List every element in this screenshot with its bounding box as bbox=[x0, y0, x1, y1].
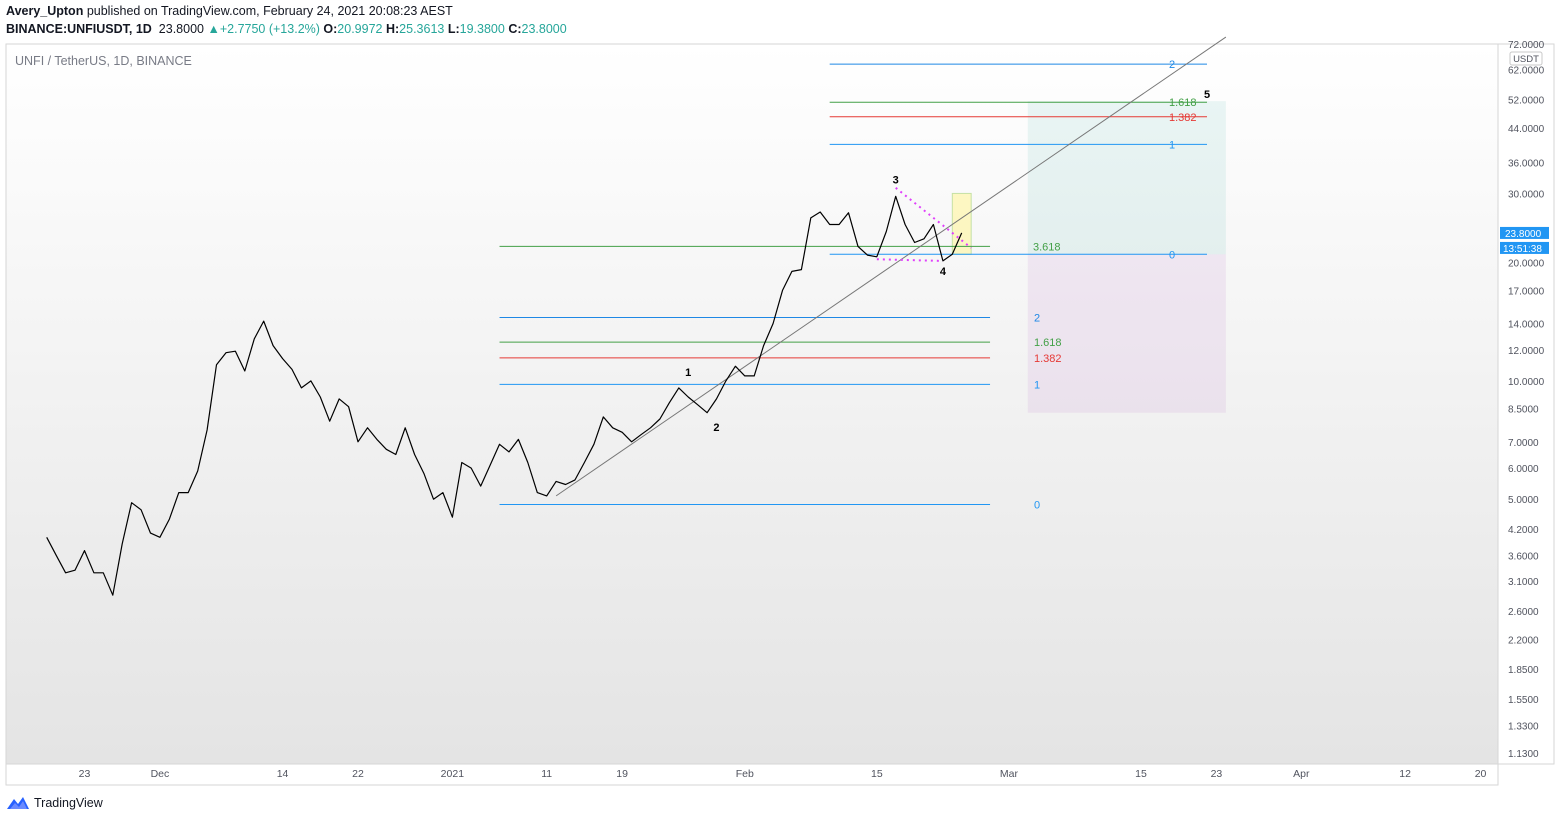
trendline bbox=[555, 36, 1227, 497]
time-axis[interactable] bbox=[5, 763, 1499, 786]
y-tick-label: 5.0000 bbox=[1508, 495, 1539, 506]
open-key: O: bbox=[323, 22, 338, 36]
x-tick-label: 15 bbox=[871, 768, 883, 780]
extension-level-label: 3.618 bbox=[1033, 241, 1061, 253]
triangle-upper-line bbox=[895, 187, 972, 249]
y-tick-label: 36.0000 bbox=[1508, 158, 1545, 169]
x-tick-label: 2021 bbox=[441, 768, 465, 780]
currency-label: USDT bbox=[1513, 54, 1539, 65]
x-tick-label: Feb bbox=[736, 768, 754, 780]
brand-name: TradingView bbox=[34, 796, 103, 810]
fib-lower-level-label: 2 bbox=[1034, 313, 1040, 325]
x-tick-label: Mar bbox=[1000, 768, 1019, 780]
x-tick-label: 11 bbox=[541, 768, 552, 780]
y-tick-label: 3.1000 bbox=[1508, 577, 1539, 588]
high-value: 25.3613 bbox=[399, 22, 445, 36]
fib-upper-level-label: 1.618 bbox=[1169, 97, 1197, 109]
last-price: 23.8000 bbox=[158, 22, 204, 36]
chart-pane[interactable] bbox=[5, 43, 1499, 765]
y-tick-label: 6.0000 bbox=[1508, 464, 1539, 475]
close-value: 23.8000 bbox=[521, 22, 567, 36]
y-tick-label: 1.3300 bbox=[1508, 721, 1539, 732]
published-text: published on TradingView.com, February 2… bbox=[86, 4, 453, 18]
low-value: 19.3800 bbox=[459, 22, 505, 36]
countdown-label: 13:51:38 bbox=[1503, 244, 1542, 255]
y-tick-label: 2.2000 bbox=[1508, 635, 1539, 646]
last-price-label: 23.8000 bbox=[1505, 229, 1542, 240]
fib-lower-level-label: 0 bbox=[1034, 499, 1040, 511]
publish-info: Avery_Upton published on TradingView.com… bbox=[6, 4, 453, 18]
y-tick-label: 44.0000 bbox=[1508, 124, 1545, 135]
symbol-label: BINANCE:UNFIUSDT, 1D bbox=[6, 22, 152, 36]
y-tick-label: 72.0000 bbox=[1508, 40, 1545, 51]
y-tick-label: 3.6000 bbox=[1508, 551, 1539, 562]
y-tick-label: 62.0000 bbox=[1508, 66, 1545, 77]
x-tick-label: Apr bbox=[1293, 768, 1310, 780]
target-zone-profit bbox=[1027, 101, 1226, 255]
y-tick-label: 1.1300 bbox=[1508, 749, 1539, 760]
y-tick-label: 20.0000 bbox=[1508, 259, 1545, 270]
last-price-marker bbox=[1500, 226, 1549, 239]
symbol-ohlc-line: BINANCE:UNFIUSDT, 1D 23.8000 ▲+2.7750 (+… bbox=[6, 22, 567, 36]
y-tick-label: 4.2000 bbox=[1508, 525, 1539, 536]
x-tick-label: 23 bbox=[1211, 768, 1223, 780]
fib-upper-level-label: 2 bbox=[1169, 59, 1175, 71]
highlight-box bbox=[951, 192, 972, 255]
y-tick-label: 52.0000 bbox=[1508, 96, 1545, 107]
open-value: 20.9972 bbox=[337, 22, 383, 36]
wave-label: 2 bbox=[713, 422, 719, 434]
x-tick-label: 20 bbox=[1475, 768, 1487, 780]
x-tick-label: 22 bbox=[352, 768, 364, 780]
x-tick-label: 14 bbox=[277, 768, 289, 780]
x-tick-label: Dec bbox=[151, 768, 170, 780]
wave-label: 1 bbox=[685, 367, 691, 379]
target-zone-loss bbox=[1027, 254, 1226, 413]
x-tick-label: 19 bbox=[616, 768, 628, 780]
price-change: +2.7750 (+13.2%) bbox=[219, 22, 320, 36]
triangle-lower-line bbox=[876, 258, 943, 262]
tradingview-logo-icon bbox=[7, 797, 29, 809]
x-tick-label: 23 bbox=[79, 768, 91, 780]
price-axis[interactable] bbox=[1497, 43, 1555, 765]
wave-label: 3 bbox=[893, 174, 899, 186]
x-tick-label: 15 bbox=[1135, 768, 1147, 780]
y-tick-label: 14.0000 bbox=[1508, 320, 1545, 331]
y-tick-label: 8.5000 bbox=[1508, 405, 1539, 416]
fib-upper-level-label: 1.382 bbox=[1169, 112, 1197, 124]
fib-upper-level-label: 0 bbox=[1169, 249, 1175, 261]
fib-lower-level-label: 1.618 bbox=[1034, 337, 1062, 349]
wave-label: 5 bbox=[1204, 89, 1210, 101]
high-key: H: bbox=[385, 22, 400, 36]
y-tick-label: 17.0000 bbox=[1508, 286, 1545, 297]
ohlc-values: O:20.9972 H:25.3613 L:19.3800 C:23.8000 bbox=[323, 22, 566, 36]
x-tick-label: 12 bbox=[1399, 768, 1411, 780]
price-line bbox=[46, 195, 963, 596]
fib-lower-level-label: 1 bbox=[1034, 379, 1040, 391]
change-up-icon: ▲ bbox=[207, 22, 220, 36]
y-tick-label: 1.8500 bbox=[1508, 665, 1539, 676]
chart-title: UNFI / TetherUS, 1D, BINANCE bbox=[15, 54, 192, 68]
y-tick-label: 7.0000 bbox=[1508, 438, 1539, 449]
y-tick-label: 1.5500 bbox=[1508, 695, 1539, 706]
footer-brand[interactable]: TradingView bbox=[6, 795, 103, 811]
fib-upper-level-label: 1 bbox=[1169, 139, 1175, 151]
wave-label: 4 bbox=[940, 266, 947, 278]
y-tick-label: 10.0000 bbox=[1508, 377, 1545, 388]
countdown-marker bbox=[1500, 241, 1549, 254]
currency-badge bbox=[1509, 51, 1543, 66]
low-key: L: bbox=[447, 22, 460, 36]
y-tick-label: 12.0000 bbox=[1508, 346, 1545, 357]
author-name[interactable]: Avery_Upton bbox=[6, 4, 84, 18]
y-tick-label: 30.0000 bbox=[1508, 189, 1545, 200]
close-key: C: bbox=[508, 22, 522, 36]
fib-lower-level-label: 1.382 bbox=[1034, 353, 1062, 365]
y-tick-label: 2.6000 bbox=[1508, 607, 1539, 618]
